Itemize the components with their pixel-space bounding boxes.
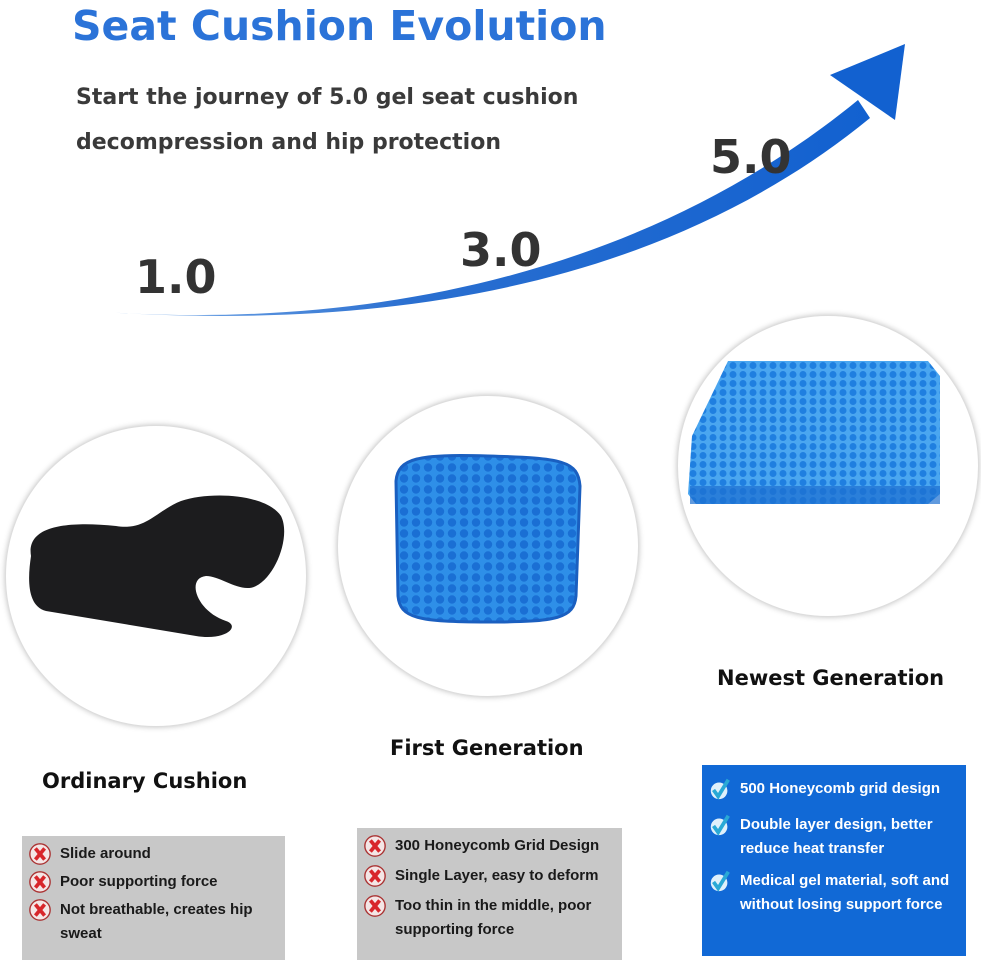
- drawback-text: Not breathable, creates hip sweat: [60, 901, 253, 942]
- version-label-5: 5.0: [710, 130, 792, 184]
- memory-foam-cushion-icon: [29, 495, 285, 638]
- drawback-text: Too thin in the middle, poor supporting …: [395, 897, 592, 938]
- drawback-text: 300 Honeycomb Grid Design: [395, 837, 600, 854]
- drawback-text: Poor supporting force: [60, 873, 218, 890]
- drawback-text: Single Layer, easy to deform: [395, 867, 599, 884]
- subtitle-line-2: decompression and hip protection: [76, 130, 501, 155]
- ordinary-cushion-caption: Ordinary Cushion: [42, 769, 248, 793]
- double-layer-gel-cushion-icon: [688, 361, 940, 504]
- first-generation-caption: First Generation: [390, 736, 584, 760]
- single-layer-gel-cushion-icon: [394, 454, 582, 624]
- list-item: Slide around: [28, 842, 279, 866]
- list-item: Not breathable, creates hip sweat: [28, 898, 279, 946]
- newest-generation-caption: Newest Generation: [717, 666, 945, 690]
- benefit-text: 500 Honeycomb grid design: [740, 780, 941, 797]
- x-cross-icon: [29, 871, 51, 893]
- x-cross-icon: [364, 865, 386, 887]
- list-item: Medical gel material, soft and without l…: [708, 869, 960, 917]
- drawback-text: Slide around: [60, 845, 151, 862]
- checkmark-icon: [710, 814, 730, 836]
- version-label-1: 1.0: [135, 250, 217, 304]
- x-cross-icon: [364, 895, 386, 917]
- benefit-text: Medical gel material, soft and without l…: [740, 872, 950, 913]
- page-title: Seat Cushion Evolution: [72, 2, 607, 50]
- list-item: Too thin in the middle, poor supporting …: [363, 894, 616, 942]
- checkmark-icon: [710, 778, 730, 800]
- version-label-3: 3.0: [460, 223, 542, 277]
- x-cross-icon: [364, 835, 386, 857]
- ordinary-cushion-image: [5, 425, 307, 727]
- list-item: Single Layer, easy to deform: [363, 864, 616, 888]
- first-generation-drawbacks: 300 Honeycomb Grid Design Single Layer, …: [357, 828, 622, 960]
- newest-generation-image: [677, 315, 979, 617]
- list-item: 500 Honeycomb grid design: [708, 777, 960, 801]
- list-item: Poor supporting force: [28, 870, 279, 894]
- x-cross-icon: [29, 843, 51, 865]
- x-cross-icon: [29, 899, 51, 921]
- checkmark-icon: [710, 870, 730, 892]
- list-item: 300 Honeycomb Grid Design: [363, 834, 616, 858]
- newest-generation-benefits: 500 Honeycomb grid design Double layer d…: [702, 765, 966, 956]
- growth-arrow-icon: [103, 44, 905, 316]
- list-item: Double layer design, better reduce heat …: [708, 813, 960, 861]
- ordinary-cushion-drawbacks: Slide around Poor supporting force Not b…: [22, 836, 285, 960]
- first-generation-image: [337, 395, 639, 697]
- subtitle-line-1: Start the journey of 5.0 gel seat cushio…: [76, 85, 579, 110]
- benefit-text: Double layer design, better reduce heat …: [740, 816, 933, 857]
